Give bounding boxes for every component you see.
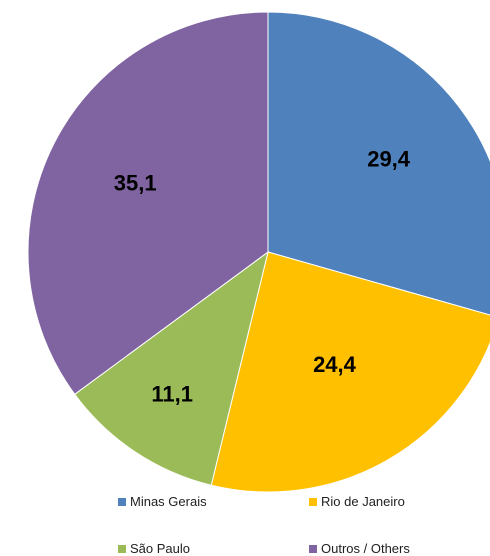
data-label-sao-paulo: 11,1 <box>151 382 193 407</box>
pie-slice-outros-others <box>27 11 269 395</box>
pie-data-labels: 29,4 24,4 11,1 35,1 <box>114 147 411 407</box>
pie-slice-minas-gerais <box>267 11 490 316</box>
data-label-outros-others: 35,1 <box>114 171 157 196</box>
data-label-minas-gerais: 29,4 <box>367 147 411 172</box>
pie-slice-rio-de-janeiro <box>210 251 490 493</box>
pie-slice-sao-paulo <box>74 250 269 486</box>
pie-slices <box>27 11 490 493</box>
data-label-rio-de-janeiro: 24,4 <box>313 352 357 377</box>
